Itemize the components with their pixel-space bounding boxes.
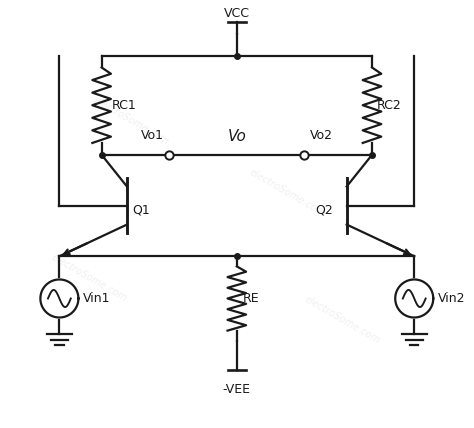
Text: electroSome.com: electroSome.com	[91, 95, 171, 147]
Text: Vo2: Vo2	[310, 129, 333, 142]
Text: VCC: VCC	[224, 7, 250, 20]
Text: electroSome.com: electroSome.com	[49, 252, 128, 303]
Text: electroSome.com: electroSome.com	[303, 294, 382, 345]
Text: RC1: RC1	[112, 99, 137, 112]
Text: Q1: Q1	[132, 203, 150, 216]
Text: Vo: Vo	[228, 129, 246, 144]
Text: electroSome.com: electroSome.com	[248, 167, 327, 219]
Text: Q2: Q2	[315, 203, 333, 216]
Text: Vin1: Vin1	[82, 292, 110, 305]
Text: -VEE: -VEE	[223, 383, 251, 396]
Text: RE: RE	[243, 292, 260, 305]
Text: Vo1: Vo1	[141, 129, 164, 142]
Text: RC2: RC2	[377, 99, 402, 112]
Text: Vin2: Vin2	[438, 292, 465, 305]
